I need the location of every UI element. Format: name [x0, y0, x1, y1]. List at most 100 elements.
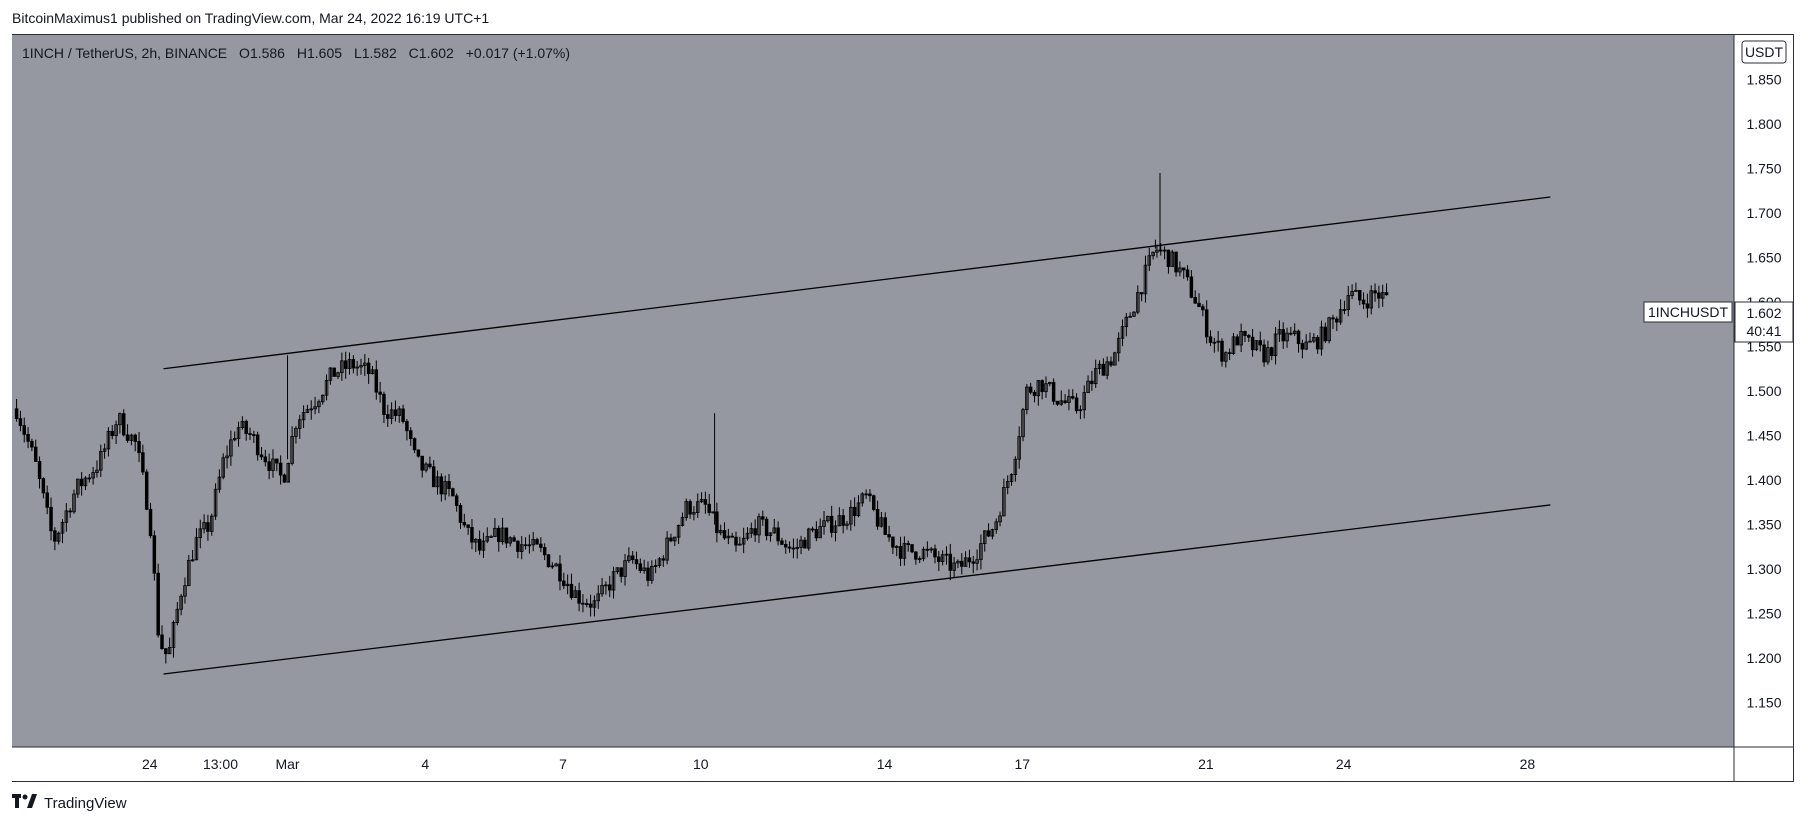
candle-body [1093, 368, 1098, 385]
candle-body [1155, 249, 1159, 253]
legend-symbol[interactable]: 1INCH / TetherUS, 2h, BINANCE [22, 45, 228, 61]
candle-body [110, 430, 114, 436]
plot-area[interactable] [12, 35, 1734, 747]
candle-body [294, 427, 298, 437]
candle-body [573, 590, 578, 598]
channel-upper-line[interactable] [163, 196, 1551, 370]
candle-body [1365, 303, 1370, 309]
price-axis[interactable] [1734, 35, 1793, 747]
candle-body [1078, 409, 1083, 412]
candle-body [1292, 330, 1297, 335]
x-tick-label: 21 [1198, 756, 1214, 772]
candle-body [1048, 381, 1052, 385]
candle-body [1055, 400, 1060, 405]
ohlc-legend: 1INCH / TetherUS, 2h, BINANCE O1.586 H1.… [22, 45, 570, 61]
candle-body [1281, 329, 1285, 342]
candle-body [963, 557, 968, 567]
candle-body [1181, 267, 1186, 271]
candle-body [1277, 329, 1282, 335]
candle-body [784, 543, 788, 548]
last-price-label: 1.602 [1746, 305, 1781, 321]
time-axis[interactable] [12, 747, 1793, 781]
x-tick-label: 10 [693, 756, 709, 772]
candle-body [424, 463, 428, 471]
currency-badge[interactable]: USDT [1741, 40, 1787, 64]
candle-body [554, 563, 558, 567]
candle-body [1239, 331, 1243, 346]
candle-body [546, 554, 551, 568]
candle-body [898, 546, 903, 559]
candle-body [309, 408, 313, 411]
candles-layer [14, 172, 1389, 664]
candle-body [516, 540, 520, 552]
candle-body [607, 584, 612, 591]
footer[interactable]: TradingView [12, 794, 127, 813]
candle-body [412, 438, 417, 451]
candle-body [1002, 487, 1006, 517]
candle-body [638, 563, 643, 571]
candle-body [213, 488, 218, 517]
candle-body [757, 516, 761, 536]
candle-body [1243, 331, 1247, 336]
candle-body [768, 532, 773, 537]
candle-body [1369, 290, 1373, 309]
candle-body [1269, 347, 1274, 357]
candle-body [336, 372, 340, 377]
candle-body [883, 517, 887, 535]
candle-body [152, 535, 157, 574]
candle-body [1254, 340, 1259, 351]
candle-body [948, 553, 953, 571]
candle-body [118, 413, 122, 426]
candle-body [619, 567, 623, 577]
candle-body [1250, 336, 1255, 351]
candle-body [558, 563, 562, 582]
candle-body [1166, 249, 1171, 267]
candle-body [397, 408, 401, 416]
legend-low-label: L [353, 45, 362, 61]
candle-body [1331, 317, 1335, 320]
candle-body [692, 512, 696, 515]
candle-body [734, 536, 738, 546]
candle-body [937, 556, 941, 562]
legend-high-value: 1.605 [307, 45, 343, 61]
candle-body [393, 409, 398, 416]
y-tick-label: 1.650 [1746, 250, 1781, 266]
candle-body [829, 515, 834, 533]
candle-body [1021, 409, 1025, 438]
candle-body [1143, 264, 1148, 295]
candle-body [206, 522, 210, 532]
candle-body [1335, 318, 1339, 323]
candle-body [887, 534, 891, 538]
candle-body [167, 647, 172, 655]
candle-body [83, 477, 88, 487]
candle-body [114, 424, 118, 436]
candle-body [726, 535, 731, 539]
bar-countdown-label: 40:41 [1746, 323, 1781, 339]
candle-body [852, 506, 857, 517]
candle-body [891, 536, 895, 548]
candle-body [1380, 292, 1385, 299]
candle-body [386, 414, 390, 419]
candle-body [79, 478, 84, 487]
candle-body [730, 535, 734, 538]
legend-close-value: 1.602 [418, 45, 454, 61]
channel-lower-line[interactable] [163, 504, 1551, 675]
candle-body [718, 530, 723, 534]
candle-body [600, 584, 604, 595]
candle-body [49, 506, 53, 532]
candle-body [1028, 386, 1033, 393]
candle-body [630, 555, 635, 561]
candle-body [1216, 340, 1220, 343]
candle-body [175, 608, 180, 623]
candle-body [1005, 481, 1010, 488]
candle-body [929, 548, 933, 551]
candle-body [340, 360, 344, 374]
x-tick-label: 13:00 [203, 756, 238, 772]
candle-body [971, 561, 975, 564]
price-chart[interactable]: 1.150 1.200 1.250 1.300 1.350 1.400 1.450 1.500… [0, 0, 1813, 782]
candle-body [26, 433, 30, 442]
candle-body [99, 450, 103, 471]
candle-body [1151, 251, 1155, 257]
candle-body [355, 366, 359, 369]
candle-body [627, 555, 631, 562]
